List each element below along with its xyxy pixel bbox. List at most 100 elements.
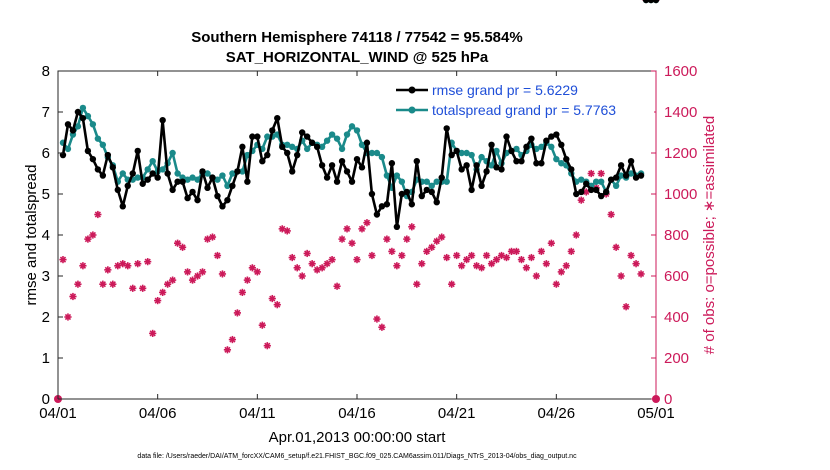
x-tick-label: 05/01 <box>637 405 675 422</box>
rmse-point <box>568 166 575 173</box>
rmse-point <box>398 190 406 198</box>
rmse-point <box>463 162 470 169</box>
rmse-point <box>473 162 480 169</box>
rmse-point <box>632 174 640 181</box>
totalspread-point <box>169 149 176 157</box>
totalspread-point <box>229 170 236 177</box>
rmse-point <box>154 174 161 181</box>
obs-point <box>293 264 301 272</box>
totalspread-point <box>373 149 381 157</box>
rmse-point <box>597 192 605 200</box>
rmse-point <box>328 162 336 169</box>
totalspread-point <box>433 178 440 185</box>
rmse-point <box>448 151 455 159</box>
obs-point <box>557 268 565 276</box>
totalspread-point <box>264 133 271 140</box>
obs-point <box>363 219 371 227</box>
rmse-point <box>453 147 460 155</box>
obs-point <box>149 329 157 337</box>
obs-point <box>134 260 142 268</box>
rmse-point <box>234 168 241 175</box>
obs-point <box>607 210 615 219</box>
rmse-point <box>483 168 490 175</box>
rmse-point <box>229 182 236 189</box>
y-tick-label: 5 <box>42 186 50 203</box>
chart-subtitle: SAT_HORIZONTAL_WIND @ 525 hPa <box>226 49 489 66</box>
obs-point <box>393 262 401 270</box>
rmse-point <box>418 192 425 200</box>
obs-point <box>627 251 635 260</box>
obs-point <box>298 272 306 280</box>
totalspread-point <box>393 172 401 179</box>
obs-point <box>69 292 77 301</box>
rmse-point <box>338 158 346 165</box>
rmse-point <box>209 174 216 181</box>
totalspread-point <box>119 170 126 177</box>
obs-point <box>188 276 197 284</box>
totalspread-point <box>627 170 635 177</box>
totalspread-point <box>144 166 151 173</box>
rmse-point <box>538 160 545 167</box>
footnote: data file: /Users/raeder/DAI/ATM_forcXX/… <box>137 453 577 460</box>
totalspread-point <box>398 178 406 185</box>
y2-tick-label: 200 <box>664 350 689 367</box>
obs-point <box>89 231 97 239</box>
totalspread-point <box>468 151 475 159</box>
rmse-point <box>622 172 630 179</box>
rmse-point <box>513 158 520 165</box>
rmse-point <box>617 162 625 169</box>
rmse-point <box>593 186 600 194</box>
totalspread-point <box>488 162 495 169</box>
totalspread-point <box>64 145 72 153</box>
obs-point <box>338 235 346 243</box>
obs-point <box>378 323 386 331</box>
obs-point <box>637 270 645 278</box>
rmse-point <box>124 182 131 189</box>
y2-tick-label: 0 <box>664 391 672 408</box>
x-tick-label: 04/21 <box>438 405 476 422</box>
totalspread-point <box>74 123 82 130</box>
rmse-point <box>244 178 251 185</box>
obs-point <box>154 297 162 305</box>
rmse-point <box>169 186 176 194</box>
y-tick-label: 1 <box>42 350 50 367</box>
rmse-point <box>139 180 146 187</box>
rmse-point <box>179 178 186 185</box>
obs-point <box>383 235 391 243</box>
obs-point <box>164 280 172 288</box>
obs-point <box>537 247 545 255</box>
totalspread-point <box>553 155 560 163</box>
rmse-point <box>199 168 206 175</box>
totalspread-point <box>204 170 211 177</box>
rmse-point <box>289 168 296 175</box>
obs-point <box>208 233 217 241</box>
rmse-point <box>318 162 326 169</box>
legend-rmse-label: rmse grand pr = 5.6229 <box>432 82 578 98</box>
obs-point <box>288 253 296 262</box>
rmse-point <box>174 178 181 185</box>
totalspread-point <box>378 153 386 161</box>
rmse-point <box>149 170 156 177</box>
obs-point <box>99 280 107 288</box>
obs-point <box>59 256 67 264</box>
obs-point <box>333 282 341 290</box>
totalspread-point <box>94 135 102 142</box>
y2-axis-label: # of obs: o=possible; ∗=assimilated <box>701 116 718 355</box>
rmse-point <box>508 147 515 155</box>
totalspread-point <box>358 141 366 148</box>
obs-point <box>587 169 595 178</box>
obs-point <box>438 233 446 241</box>
obs-point <box>582 188 590 196</box>
obs-point <box>492 256 501 264</box>
rmse-point <box>129 170 136 177</box>
data-marks <box>54 0 660 403</box>
rmse-point <box>194 196 201 204</box>
obs-point <box>448 280 456 288</box>
y-tick-label: 2 <box>42 309 50 326</box>
rmse-point <box>543 137 550 144</box>
obs-point <box>532 272 540 280</box>
obs-point <box>388 247 396 255</box>
obs-point <box>258 321 266 329</box>
y2-tick-label: 600 <box>664 268 689 285</box>
